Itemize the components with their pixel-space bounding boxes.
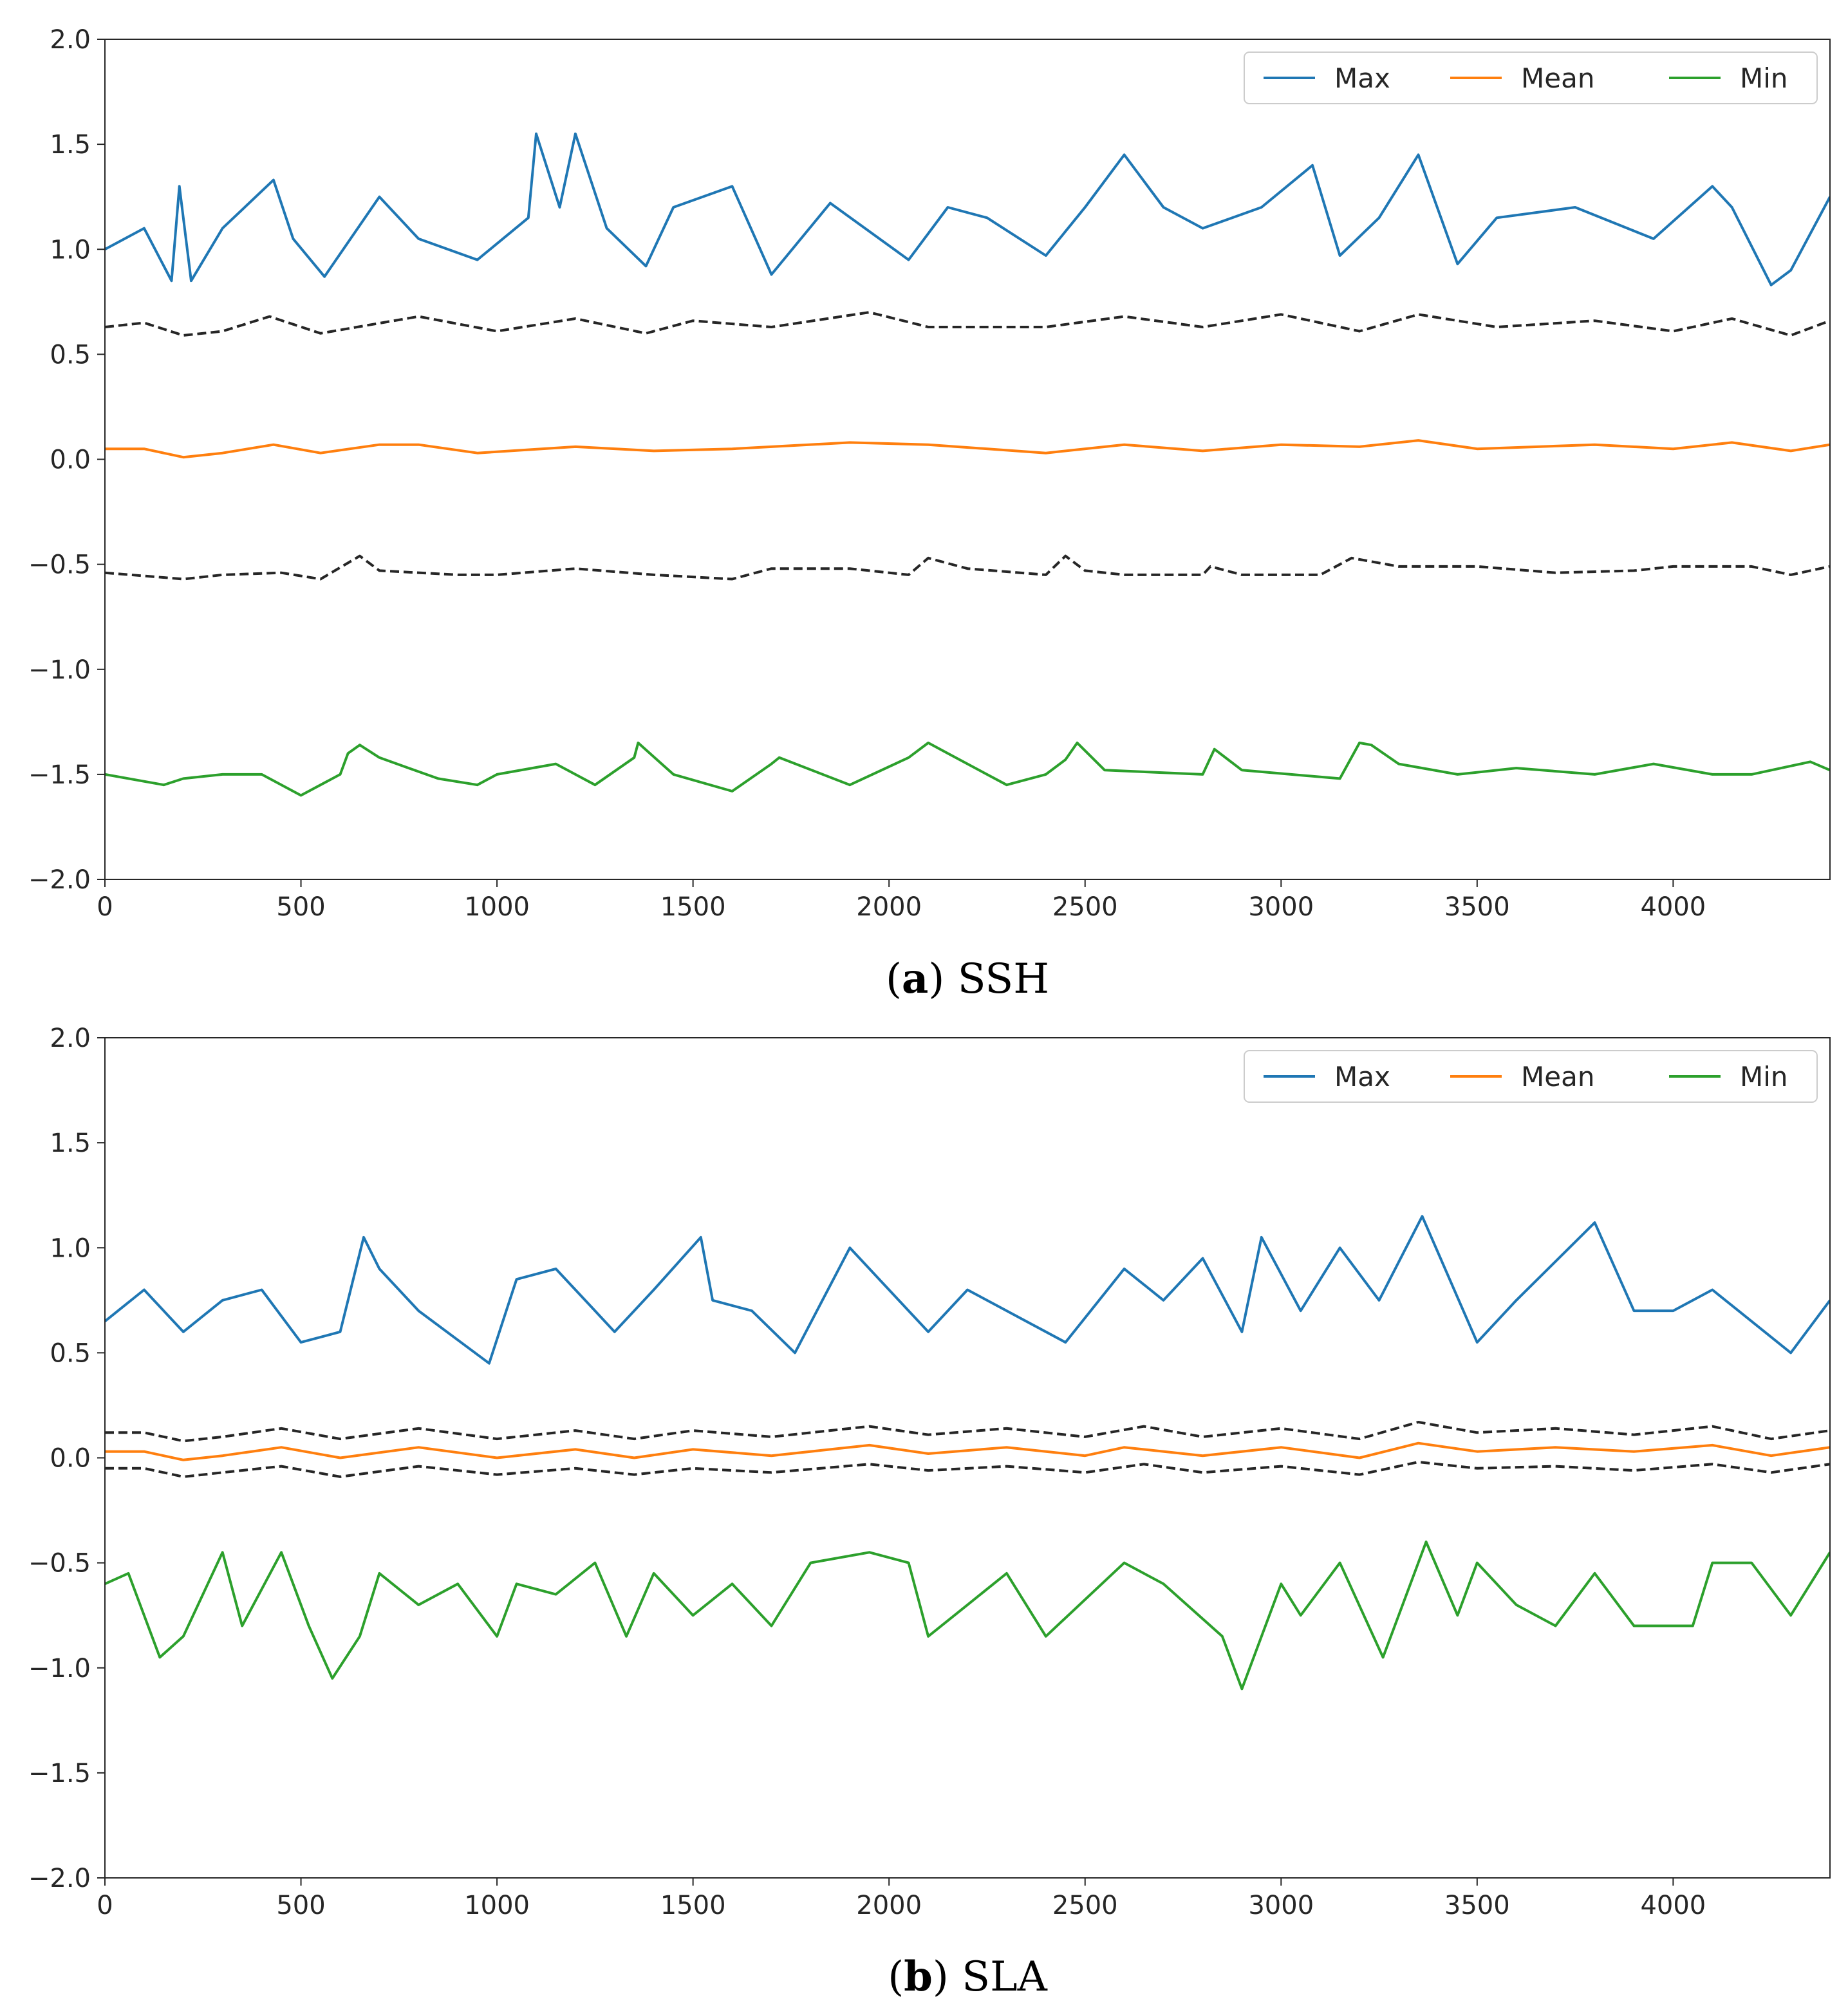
chart-panel-a: 2.0 1.5 1.0 0.5 0.0 −0.5 −1.0 −1.5 −2.00 500 1000 1… bbox=[28, 25, 1831, 1003]
y-tick-label: 2.0 bbox=[50, 1024, 91, 1053]
y-tick-label: 1.5 bbox=[50, 1129, 91, 1158]
series-mean-line bbox=[105, 439, 1830, 459]
y-tick-label: 2.0 bbox=[50, 25, 91, 55]
series-upper-band-line bbox=[105, 311, 1830, 337]
legend-label-min: Min bbox=[1740, 62, 1788, 94]
panel-caption: (a) SSH bbox=[886, 955, 1049, 1003]
series-min-line bbox=[105, 741, 1830, 797]
x-tick-label: 500 bbox=[276, 892, 325, 922]
legend-label-max: Max bbox=[1334, 1061, 1390, 1092]
plot-area bbox=[105, 1038, 1830, 1878]
legend: Max Mean Min bbox=[1244, 52, 1818, 104]
series-max-line bbox=[105, 1215, 1830, 1365]
x-tick-label: 1500 bbox=[660, 892, 726, 922]
x-tick-label: 3500 bbox=[1444, 892, 1510, 922]
x-tick-label: 4000 bbox=[1640, 892, 1706, 922]
chart-panel-b: 2.0 1.5 1.0 0.5 0.0 −0.5 −1.0 −1.5 −2.00 500 1000 1… bbox=[28, 1024, 1831, 2001]
y-tick-label: −2.0 bbox=[28, 865, 91, 895]
legend-box bbox=[1244, 52, 1818, 104]
x-tick-label: 500 bbox=[276, 1891, 325, 1920]
y-tick-label: 1.0 bbox=[50, 1233, 91, 1263]
y-tick-label: 0.5 bbox=[50, 340, 91, 370]
x-tick-label: 3000 bbox=[1248, 892, 1314, 922]
y-tick-label: −0.5 bbox=[28, 550, 91, 580]
x-tick-label: 2500 bbox=[1052, 1891, 1118, 1920]
y-tick-label: 0.0 bbox=[50, 445, 91, 475]
legend-label-max: Max bbox=[1334, 62, 1390, 94]
y-tick-label: −1.5 bbox=[28, 1759, 91, 1788]
x-tick-label: 2000 bbox=[856, 892, 922, 922]
plot-area bbox=[105, 39, 1830, 879]
x-tick-label: 4000 bbox=[1640, 1891, 1706, 1920]
y-tick-label: −1.0 bbox=[28, 1654, 91, 1683]
y-tick-label: −2.0 bbox=[28, 1864, 91, 1893]
legend-label-min: Min bbox=[1740, 1061, 1788, 1092]
legend-box bbox=[1244, 1050, 1818, 1103]
x-tick-label: 0 bbox=[97, 1891, 113, 1920]
panel-caption: (b) SLA bbox=[888, 1953, 1047, 2001]
x-tick-label: 1000 bbox=[464, 1891, 530, 1920]
y-tick-label: −1.0 bbox=[28, 655, 91, 685]
y-tick-label: −1.5 bbox=[28, 760, 91, 790]
x-tick-label: 3500 bbox=[1444, 1891, 1510, 1920]
x-tick-label: 3000 bbox=[1248, 1891, 1314, 1920]
x-tick-label: 1500 bbox=[660, 1891, 726, 1920]
series-upper-band-line bbox=[105, 1421, 1830, 1443]
legend-label-mean: Mean bbox=[1521, 1061, 1594, 1092]
x-tick-label: 2500 bbox=[1052, 892, 1118, 922]
series-min-line bbox=[105, 1541, 1830, 1691]
series-lower-band-line bbox=[105, 554, 1830, 581]
y-tick-label: 1.0 bbox=[50, 235, 91, 265]
x-tick-label: 0 bbox=[97, 892, 113, 922]
y-tick-label: −0.5 bbox=[28, 1549, 91, 1579]
y-tick-label: 1.5 bbox=[50, 130, 91, 160]
series-max-line bbox=[105, 132, 1830, 286]
series-lower-band-line bbox=[105, 1461, 1830, 1478]
y-tick-label: 0.0 bbox=[50, 1444, 91, 1474]
legend: Max Mean Min bbox=[1244, 1050, 1818, 1103]
y-tick-label: 0.5 bbox=[50, 1338, 91, 1368]
axes-frame bbox=[104, 1037, 1831, 1879]
series-mean-line bbox=[105, 1441, 1830, 1461]
legend-label-mean: Mean bbox=[1521, 62, 1594, 94]
axes-frame bbox=[104, 39, 1831, 880]
x-tick-label: 1000 bbox=[464, 892, 530, 922]
x-tick-label: 2000 bbox=[856, 1891, 922, 1920]
